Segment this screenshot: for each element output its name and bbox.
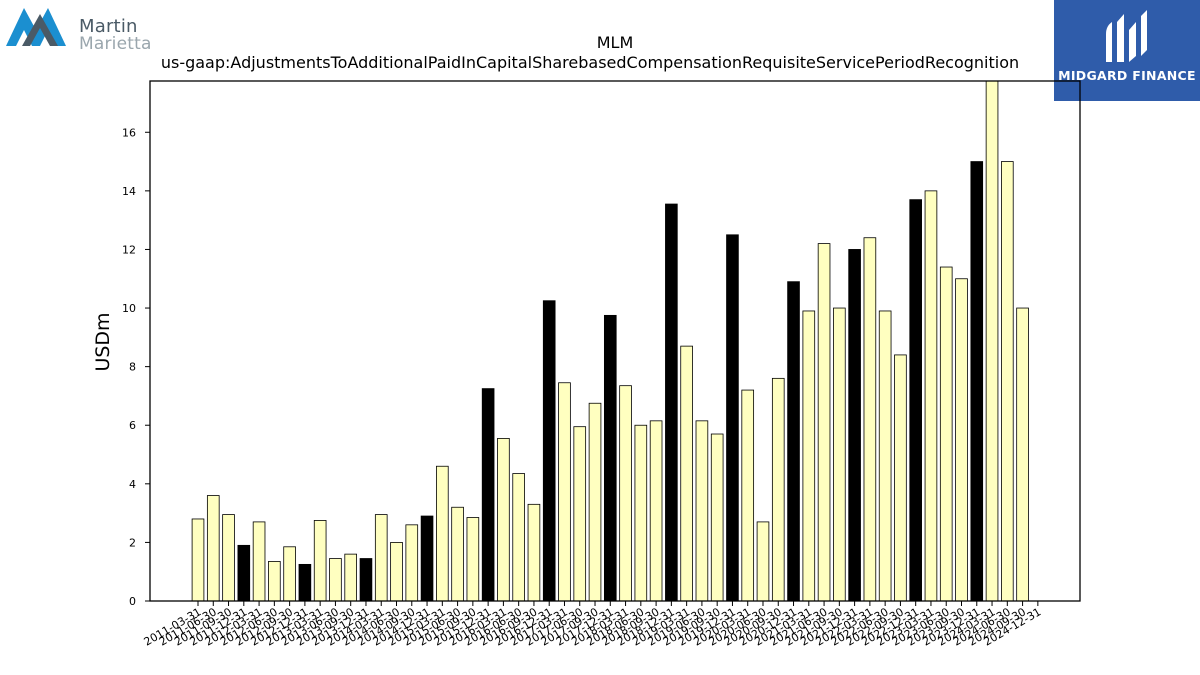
bar-2023-12-31: [970, 161, 984, 602]
bar-2018-12-31: [665, 203, 678, 602]
bar-2023-06-30: [939, 266, 953, 602]
bar-2014-03-31: [374, 514, 388, 602]
brand-name-line1: Martin: [79, 16, 138, 37]
bar-2017-03-31: [558, 382, 571, 602]
chart-subtitle: us-gaap:AdjustmentsToAdditionalPaidInCap…: [161, 53, 1019, 72]
bar-2015-09-30: [466, 517, 480, 602]
bar-2016-03-31: [497, 438, 510, 602]
bar-2013-06-30: [329, 558, 342, 602]
y-tick-label: 0: [129, 595, 136, 608]
bar-2012-09-30: [283, 546, 296, 602]
chart-title: MLM: [597, 33, 634, 52]
bar-2013-03-31: [313, 520, 327, 602]
bar-2016-12-31: [542, 300, 556, 602]
bar-2018-06-30: [634, 424, 648, 602]
bar-2014-09-30: [405, 524, 419, 602]
y-tick-label: 16: [122, 126, 136, 139]
bar-2014-06-30: [390, 542, 403, 602]
y-tick-label: 2: [129, 536, 136, 549]
midgard-finance-logo: MIDGARD FINANCE: [1054, 0, 1200, 101]
bar-2015-06-30: [451, 506, 464, 602]
bar-2017-12-31: [603, 314, 617, 602]
bar-2013-09-30: [344, 553, 357, 602]
bar-2012-06-30: [268, 561, 281, 602]
brand-name-line2: Marietta: [79, 34, 152, 54]
bar-2017-09-30: [588, 402, 602, 602]
bar-2011-03-31: [191, 518, 205, 602]
y-tick-label: 12: [122, 243, 136, 256]
bar-2020-09-30: [771, 377, 785, 602]
bar-2023-09-30: [955, 278, 968, 602]
midgard-finance-icon: [1106, 10, 1147, 62]
bar-2019-03-31: [680, 345, 693, 602]
bar-2021-12-31: [848, 249, 861, 602]
bar-2024-03-31: [985, 80, 999, 602]
bar-2011-09-30: [222, 514, 235, 602]
plot-frame: [149, 80, 1081, 602]
bar-2019-06-30: [695, 420, 709, 602]
bar-2019-09-30: [710, 433, 724, 602]
bar-2023-03-31: [924, 190, 938, 602]
bar-2022-09-30: [894, 354, 907, 602]
bar-2022-12-31: [909, 199, 922, 602]
bar-2024-09-30: [1016, 307, 1029, 602]
bar-2019-12-31: [726, 234, 739, 602]
bar-2011-12-31: [237, 544, 251, 602]
bar-2016-09-30: [527, 503, 541, 602]
y-tick-label: 14: [122, 185, 136, 198]
y-tick-label: 6: [129, 419, 136, 432]
bar-2011-06-30: [206, 495, 220, 602]
x-axis: 2011-03-312011-06-302011-09-302011-12-31…: [142, 601, 1043, 649]
bar-2016-06-30: [512, 473, 525, 602]
y-tick-label: 8: [129, 361, 136, 374]
bar-2015-03-31: [436, 465, 449, 602]
bars-group: [191, 80, 1029, 602]
y-axis-label: USDm: [92, 312, 114, 371]
bar-2017-06-30: [573, 426, 587, 602]
bar-2014-12-31: [420, 515, 434, 602]
martin-marietta-mountain-icon: [6, 8, 66, 46]
midgard-finance-name: MIDGARD FINANCE: [1058, 68, 1196, 83]
bar-2018-09-30: [649, 420, 663, 602]
bar-2022-03-31: [863, 237, 877, 602]
y-tick-label: 10: [122, 302, 136, 315]
bar-2020-03-31: [741, 389, 755, 602]
bar-2018-03-31: [619, 385, 632, 602]
bar-2015-12-31: [481, 388, 495, 602]
bar-2021-09-30: [833, 307, 846, 602]
bar-2012-03-31: [252, 521, 266, 602]
bar-2013-12-31: [359, 558, 373, 602]
bar-2012-12-31: [298, 563, 312, 602]
y-axis: 0 2 4 6 8 10 12 14 16: [122, 126, 150, 608]
bar-2021-06-30: [817, 243, 831, 602]
y-tick-label: 4: [129, 478, 136, 491]
bar-2021-03-31: [802, 310, 816, 602]
bar-2020-06-30: [756, 521, 770, 602]
martin-marietta-logo: Martin Marietta: [6, 6, 156, 54]
bar-2022-06-30: [878, 310, 892, 602]
bar-2020-12-31: [787, 281, 800, 602]
bar-2024-06-30: [1001, 161, 1014, 602]
